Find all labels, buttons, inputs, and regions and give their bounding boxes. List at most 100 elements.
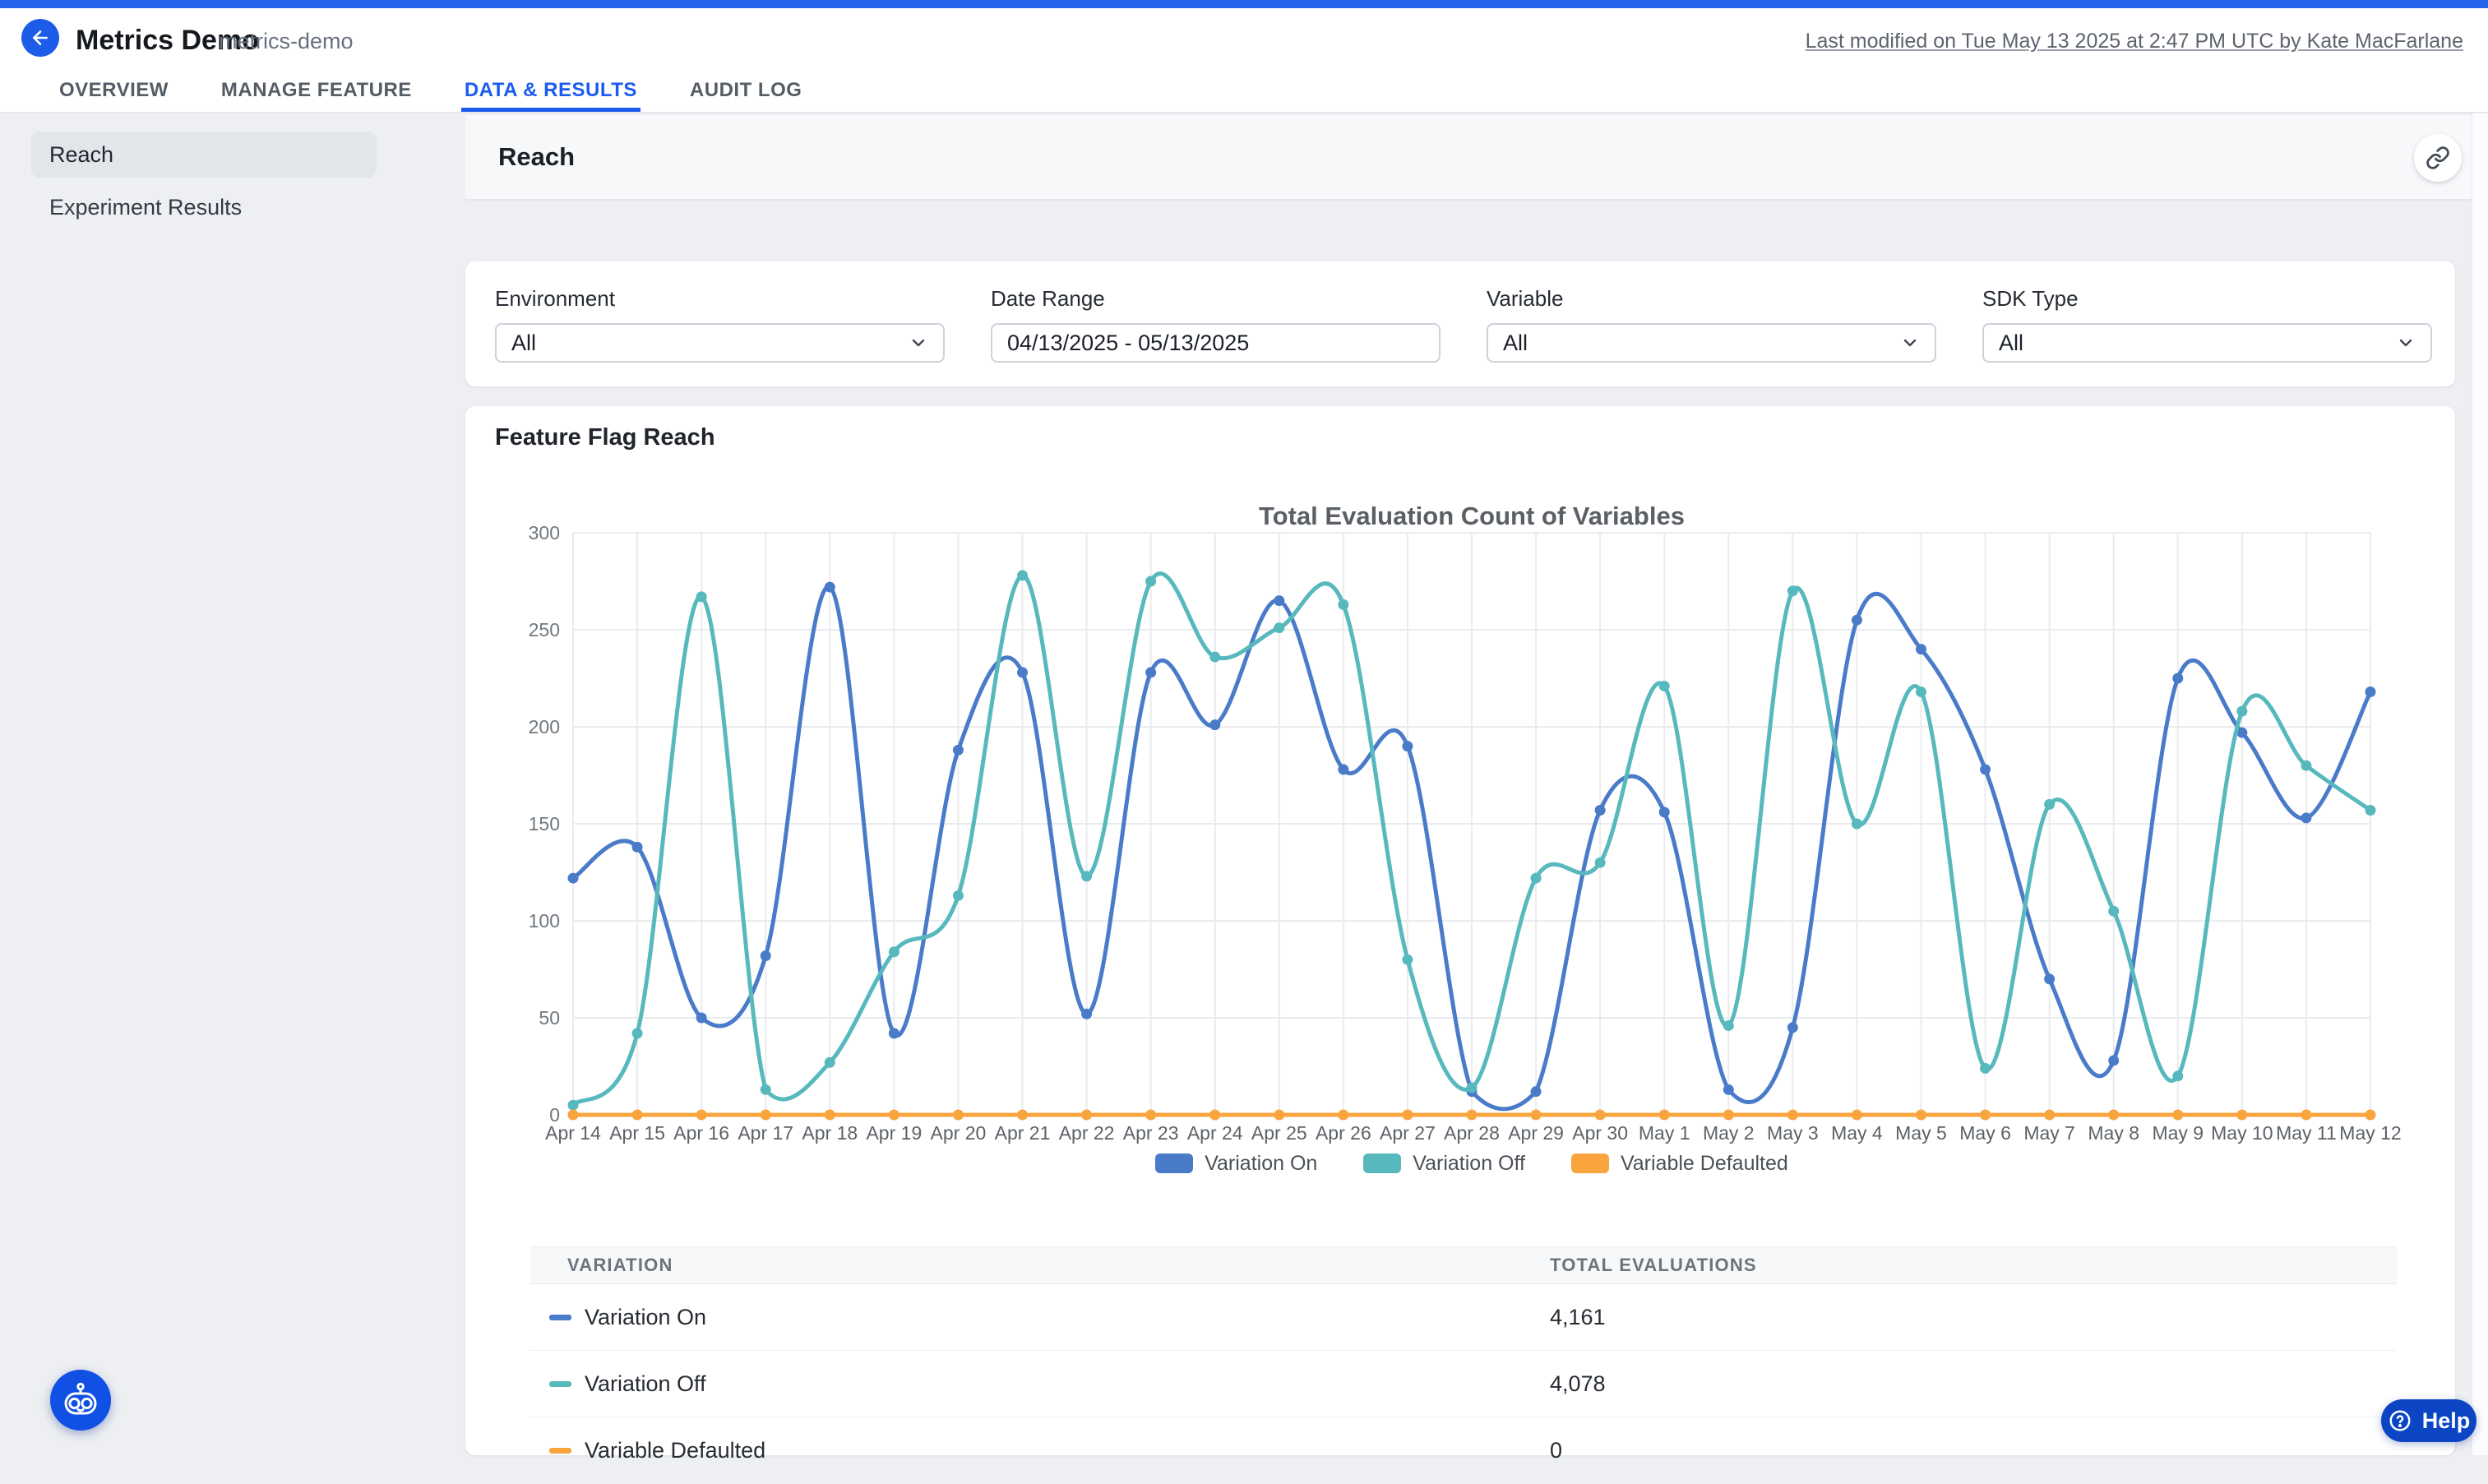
- environment-select[interactable]: All: [495, 323, 945, 363]
- svg-text:May 8: May 8: [2088, 1122, 2139, 1144]
- link-icon: [2426, 146, 2450, 170]
- tab-overview[interactable]: OVERVIEW: [56, 72, 172, 112]
- total-evaluations-value: 4,161: [1550, 1305, 1606, 1330]
- svg-text:May 11: May 11: [2276, 1122, 2337, 1144]
- sidebar-item-label: Experiment Results: [49, 195, 242, 220]
- series-swatch: [549, 1315, 571, 1320]
- variation-name: Variation Off: [585, 1371, 706, 1397]
- tab-bar: OVERVIEW MANAGE FEATURE DATA & RESULTS A…: [0, 72, 2488, 113]
- table-header-variation: VARIATION: [530, 1255, 1550, 1276]
- svg-text:Apr 28: Apr 28: [1444, 1122, 1500, 1144]
- legend-item-variable-defaulted[interactable]: Variable Defaulted: [1571, 1152, 1788, 1176]
- chevron-down-icon: [2396, 333, 2416, 353]
- chart-legend: Variation On Variation Off Variable Defa…: [573, 1150, 2370, 1177]
- series-swatch: [549, 1381, 571, 1387]
- svg-text:50: 50: [539, 1007, 560, 1029]
- legend-swatch: [1363, 1153, 1401, 1173]
- svg-text:Apr 29: Apr 29: [1508, 1122, 1564, 1144]
- filter-variable: Variable All: [1487, 286, 1936, 363]
- svg-text:100: 100: [529, 910, 560, 932]
- last-modified-text: Last modified on Tue May 13 2025 at 2:47…: [1806, 30, 2463, 53]
- feature-flag-reach-card: Feature Flag Reach Total Evaluation Coun…: [465, 406, 2455, 1455]
- legend-label: Variation Off: [1413, 1152, 1525, 1176]
- top-accent-bar: [0, 0, 2488, 8]
- tab-manage-feature[interactable]: MANAGE FEATURE: [218, 72, 415, 112]
- question-circle-icon: [2388, 1408, 2412, 1433]
- legend-item-variation-off[interactable]: Variation Off: [1363, 1152, 1525, 1176]
- filter-date-range: Date Range 04/13/2025 - 05/13/2025: [991, 286, 1441, 363]
- sdk-type-select-value: All: [1999, 331, 2396, 356]
- sdk-type-select[interactable]: All: [1982, 323, 2432, 363]
- svg-text:Apr 15: Apr 15: [609, 1122, 665, 1144]
- chevron-down-icon: [909, 333, 928, 353]
- filter-label: Environment: [495, 286, 945, 312]
- variable-select[interactable]: All: [1487, 323, 1936, 363]
- table-row: Variation On 4,161: [530, 1284, 2397, 1351]
- filter-label: Variable: [1487, 286, 1936, 312]
- tab-audit-log[interactable]: AUDIT LOG: [687, 72, 806, 112]
- svg-text:Apr 25: Apr 25: [1251, 1122, 1307, 1144]
- legend-swatch: [1571, 1153, 1609, 1173]
- tab-data-and-results[interactable]: DATA & RESULTS: [461, 72, 640, 112]
- svg-text:May 12: May 12: [2339, 1122, 2401, 1144]
- table-header-total-evaluations: TOTAL EVALUATIONS: [1550, 1255, 1757, 1276]
- svg-text:Apr 20: Apr 20: [931, 1122, 987, 1144]
- svg-text:May 5: May 5: [1895, 1122, 1947, 1144]
- svg-text:May 6: May 6: [1959, 1122, 2011, 1144]
- svg-text:Apr 16: Apr 16: [673, 1122, 729, 1144]
- table-row: Variable Defaulted 0: [530, 1417, 2397, 1484]
- total-evaluations-value: 4,078: [1550, 1371, 1606, 1397]
- filter-label: Date Range: [991, 286, 1441, 312]
- back-button[interactable]: [21, 19, 59, 57]
- card-title: Feature Flag Reach: [495, 424, 715, 451]
- svg-text:150: 150: [529, 813, 560, 834]
- scrollbar[interactable]: [2472, 113, 2488, 1455]
- svg-text:Apr 27: Apr 27: [1380, 1122, 1436, 1144]
- legend-label: Variation On: [1205, 1152, 1317, 1176]
- sidebar-item-label: Reach: [49, 142, 113, 168]
- series-swatch: [549, 1448, 571, 1454]
- svg-text:Apr 17: Apr 17: [738, 1122, 793, 1144]
- filters-card: Environment All Date Range 04/13/2025 - …: [465, 261, 2455, 386]
- legend-swatch: [1155, 1153, 1193, 1173]
- sidebar-item-experiment-results[interactable]: Experiment Results: [31, 184, 377, 230]
- svg-text:Apr 14: Apr 14: [545, 1122, 601, 1144]
- table-row: Variation Off 4,078: [530, 1351, 2397, 1417]
- svg-text:May 7: May 7: [2023, 1122, 2075, 1144]
- svg-text:250: 250: [529, 619, 560, 640]
- svg-text:Apr 22: Apr 22: [1059, 1122, 1115, 1144]
- reach-line-chart[interactable]: 050100150200250300Apr 14Apr 15Apr 16Apr …: [465, 493, 2455, 1192]
- total-evaluations-value: 0: [1550, 1438, 1562, 1463]
- date-range-input[interactable]: 04/13/2025 - 05/13/2025: [991, 323, 1441, 363]
- svg-text:May 4: May 4: [1831, 1122, 1883, 1144]
- svg-text:May 9: May 9: [2152, 1122, 2204, 1144]
- sidebar-item-reach[interactable]: Reach: [31, 132, 377, 178]
- table-header-row: VARIATION TOTAL EVALUATIONS: [530, 1246, 2397, 1284]
- svg-text:Apr 26: Apr 26: [1316, 1122, 1371, 1144]
- help-button[interactable]: Help: [2381, 1399, 2476, 1442]
- svg-text:May 1: May 1: [1639, 1122, 1690, 1144]
- svg-text:Apr 23: Apr 23: [1123, 1122, 1179, 1144]
- variation-table: VARIATION TOTAL EVALUATIONS Variation On…: [530, 1246, 2397, 1484]
- filter-sdk-type: SDK Type All: [1982, 286, 2432, 363]
- variation-name: Variation On: [585, 1305, 706, 1330]
- svg-text:300: 300: [529, 522, 560, 543]
- environment-select-value: All: [511, 331, 909, 356]
- svg-text:Apr 19: Apr 19: [866, 1122, 922, 1144]
- svg-text:200: 200: [529, 716, 560, 737]
- svg-text:Apr 18: Apr 18: [802, 1122, 858, 1144]
- copy-link-button[interactable]: [2414, 134, 2462, 182]
- date-range-value: 04/13/2025 - 05/13/2025: [1007, 331, 1424, 356]
- legend-item-variation-on[interactable]: Variation On: [1155, 1152, 1317, 1176]
- svg-text:Apr 24: Apr 24: [1187, 1122, 1243, 1144]
- page-slug: metrics-demo: [219, 29, 354, 54]
- section-header: Reach: [465, 115, 2472, 201]
- svg-text:May 3: May 3: [1767, 1122, 1819, 1144]
- filter-environment: Environment All: [495, 286, 945, 363]
- svg-text:May 10: May 10: [2211, 1122, 2273, 1144]
- svg-text:Apr 21: Apr 21: [995, 1122, 1051, 1144]
- help-button-label: Help: [2422, 1408, 2471, 1434]
- arrow-left-icon: [30, 27, 51, 49]
- assistant-robot-button[interactable]: [50, 1370, 111, 1431]
- robot-icon: [62, 1382, 99, 1418]
